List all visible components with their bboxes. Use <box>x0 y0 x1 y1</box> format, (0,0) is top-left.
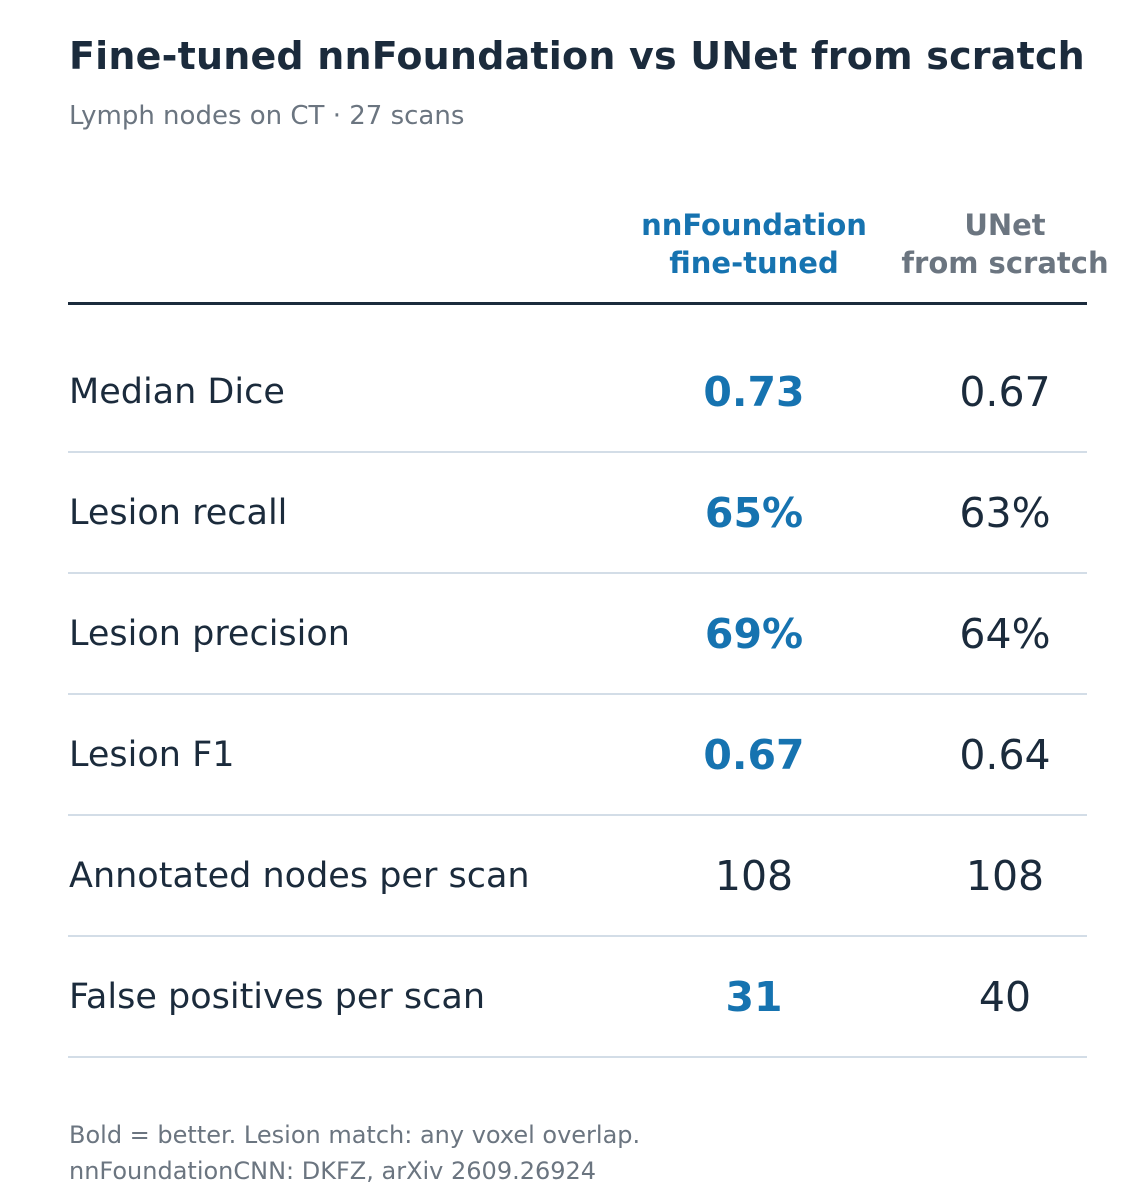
value-unet: 0.64 <box>959 731 1051 779</box>
footnote-line: nnFoundationCNN: DKFZ, arXiv 2609.26924 <box>69 1157 597 1185</box>
chart-subtitle: Lymph nodes on CT · 27 scans <box>69 101 465 131</box>
chart-title: Fine-tuned nnFoundation vs UNet from scr… <box>69 34 1085 78</box>
table-row: Lesion precision 69% 64% <box>68 575 1087 695</box>
value-nnfoundation: 31 <box>725 973 783 1021</box>
row-label: Lesion recall <box>69 493 288 533</box>
column-header-line: UNet <box>964 208 1046 242</box>
column-header-line: nnFoundation <box>641 208 867 242</box>
value-unet: 64% <box>959 610 1051 658</box>
row-label: False positives per scan <box>69 977 486 1017</box>
header-rule <box>68 302 1087 305</box>
footnote-line: Bold = better. Lesion match: any voxel o… <box>69 1121 641 1149</box>
column-header-line: fine-tuned <box>669 246 839 280</box>
row-label: Lesion F1 <box>69 735 235 775</box>
table-row: Annotated nodes per scan 108 108 <box>68 817 1087 937</box>
row-label: Annotated nodes per scan <box>69 856 530 896</box>
table-row: Median Dice 0.73 0.67 <box>68 333 1087 453</box>
value-nnfoundation: 108 <box>714 852 794 900</box>
value-unet: 0.67 <box>959 368 1051 416</box>
table-row: Lesion recall 65% 63% <box>68 454 1087 574</box>
column-header-line: from scratch <box>901 246 1109 280</box>
value-nnfoundation: 65% <box>704 489 804 537</box>
table-row: Lesion F1 0.67 0.64 <box>68 696 1087 816</box>
row-label: Median Dice <box>69 372 285 412</box>
table-row: False positives per scan 31 40 <box>68 938 1087 1058</box>
value-nnfoundation: 0.67 <box>703 731 805 779</box>
value-nnfoundation: 0.73 <box>703 368 805 416</box>
value-unet: 108 <box>965 852 1045 900</box>
column-header-unet: UNet from scratch <box>855 206 1143 282</box>
value-nnfoundation: 69% <box>704 610 804 658</box>
value-unet: 63% <box>959 489 1051 537</box>
value-unet: 40 <box>978 973 1032 1021</box>
column-header-nnfoundation: nnFoundation fine-tuned <box>604 206 904 282</box>
row-label: Lesion precision <box>69 614 350 654</box>
